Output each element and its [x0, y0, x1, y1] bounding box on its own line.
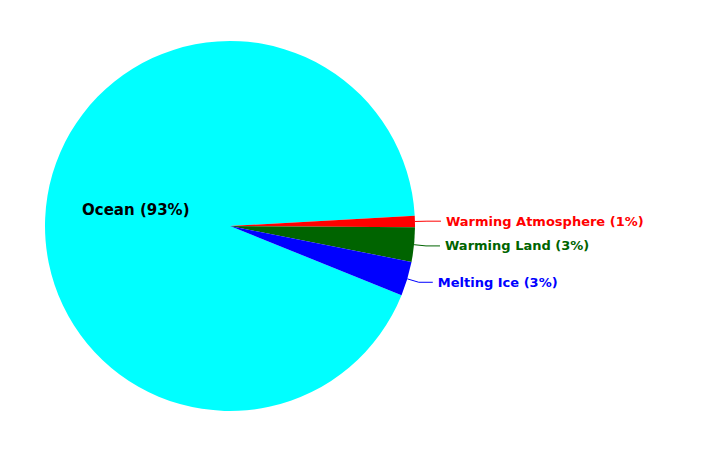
svg-text:Ocean (93%): Ocean (93%) [82, 201, 189, 219]
svg-text:Warming Land (3%): Warming Land (3%) [445, 238, 589, 253]
svg-text:Warming Atmosphere (1%): Warming Atmosphere (1%) [446, 214, 644, 229]
svg-text:Melting Ice (3%): Melting Ice (3%) [438, 275, 558, 290]
